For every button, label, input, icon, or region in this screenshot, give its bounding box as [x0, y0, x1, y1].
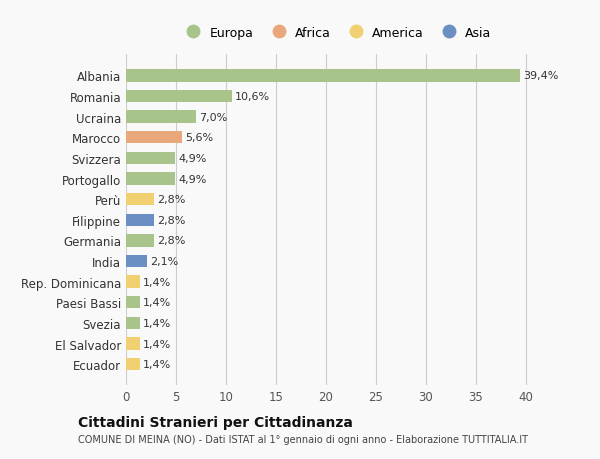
Bar [126, 317, 140, 330]
Bar [126, 276, 140, 288]
Text: 5,6%: 5,6% [185, 133, 213, 143]
Text: 1,4%: 1,4% [143, 318, 171, 328]
Bar [126, 338, 140, 350]
Text: 4,9%: 4,9% [178, 154, 206, 163]
Bar [126, 297, 140, 309]
Bar [126, 358, 140, 370]
Bar [126, 70, 520, 83]
Text: 39,4%: 39,4% [523, 71, 559, 81]
Bar [126, 173, 175, 185]
Bar [126, 235, 154, 247]
Bar [126, 91, 232, 103]
Bar [126, 194, 154, 206]
Text: 7,0%: 7,0% [199, 112, 227, 123]
Text: 4,9%: 4,9% [178, 174, 206, 184]
Text: 1,4%: 1,4% [143, 359, 171, 369]
Bar [126, 255, 147, 268]
Bar [126, 214, 154, 226]
Text: 2,8%: 2,8% [157, 215, 185, 225]
Text: 2,8%: 2,8% [157, 236, 185, 246]
Text: Cittadini Stranieri per Cittadinanza: Cittadini Stranieri per Cittadinanza [78, 415, 353, 429]
Text: 1,4%: 1,4% [143, 297, 171, 308]
Text: 2,8%: 2,8% [157, 195, 185, 205]
Text: 1,4%: 1,4% [143, 277, 171, 287]
Text: 1,4%: 1,4% [143, 339, 171, 349]
Text: 2,1%: 2,1% [150, 257, 178, 267]
Text: 10,6%: 10,6% [235, 92, 270, 102]
Text: COMUNE DI MEINA (NO) - Dati ISTAT al 1° gennaio di ogni anno - Elaborazione TUTT: COMUNE DI MEINA (NO) - Dati ISTAT al 1° … [78, 434, 528, 444]
Bar [126, 132, 182, 144]
Legend: Europa, Africa, America, Asia: Europa, Africa, America, Asia [176, 22, 496, 45]
Bar [126, 111, 196, 123]
Bar [126, 152, 175, 165]
